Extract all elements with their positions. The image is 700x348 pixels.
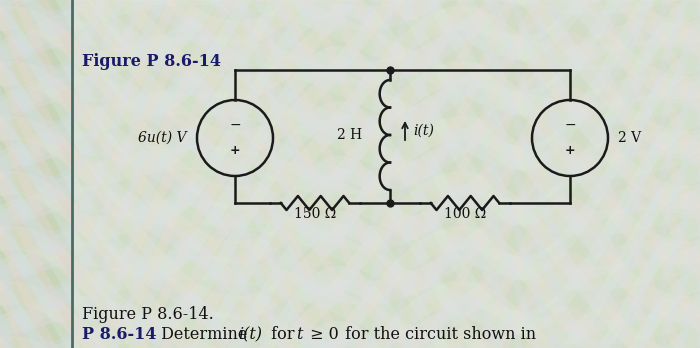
Text: +: + [230, 144, 240, 158]
Text: −: − [229, 118, 241, 132]
Text: 100 Ω: 100 Ω [444, 207, 486, 221]
Text: 6u(t) V: 6u(t) V [139, 131, 187, 145]
Text: P 8.6-14: P 8.6-14 [82, 326, 157, 343]
Text: 2 H: 2 H [337, 128, 362, 142]
Text: for the circuit shown in: for the circuit shown in [340, 326, 536, 343]
Text: i(t): i(t) [238, 326, 262, 343]
Text: Figure P 8.6-14: Figure P 8.6-14 [82, 53, 221, 70]
Text: t: t [296, 326, 302, 343]
Text: ≥ 0: ≥ 0 [305, 326, 339, 343]
Bar [72, 0, 700, 348]
Text: 2 V: 2 V [618, 131, 641, 145]
Text: for: for [266, 326, 300, 343]
Text: i(t): i(t) [413, 124, 434, 137]
Text: +: + [565, 144, 575, 158]
Text: Figure P 8.6-14.: Figure P 8.6-14. [82, 306, 214, 323]
Text: −: − [564, 118, 576, 132]
Text: Determine: Determine [156, 326, 253, 343]
Text: 150 Ω: 150 Ω [294, 207, 336, 221]
